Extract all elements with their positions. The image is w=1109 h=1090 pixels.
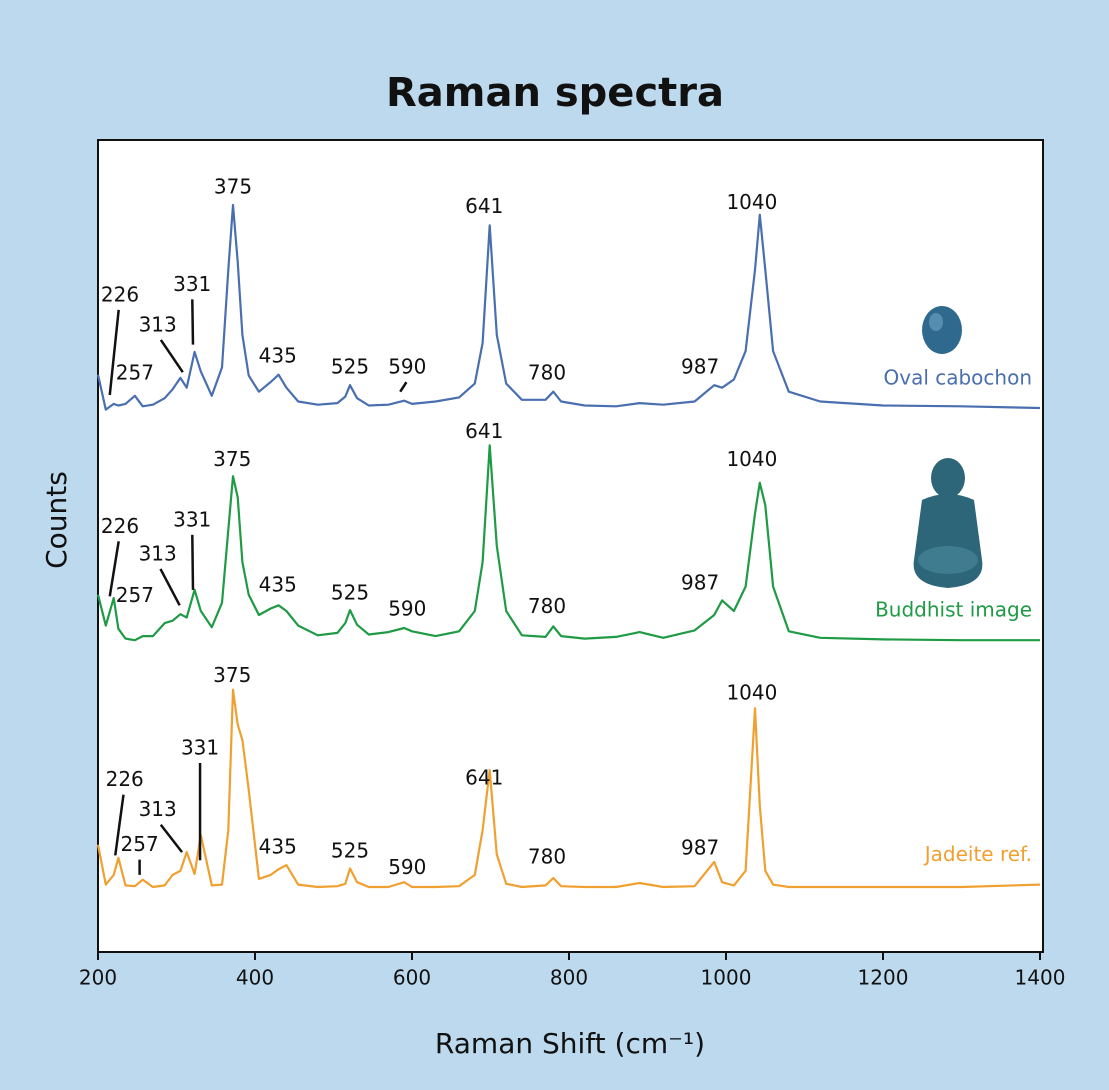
x-tick-label: 600 (393, 966, 431, 990)
x-tick-label: 400 (236, 966, 274, 990)
peak-label: 987 (681, 571, 719, 595)
peak-label: 590 (388, 855, 426, 879)
peak-leader (191, 534, 195, 590)
peak-label: 435 (259, 343, 297, 367)
peak-label: 226 (101, 514, 139, 538)
x-tick-label: 1000 (701, 966, 752, 990)
peak-label: 1040 (726, 447, 777, 471)
peak-label: 313 (139, 541, 177, 565)
cabochon-image (922, 306, 962, 354)
peak-label: 257 (116, 583, 154, 607)
x-tick-label: 1400 (1015, 966, 1066, 990)
peak-label: 1040 (726, 190, 777, 214)
peak-label: 331 (181, 736, 219, 760)
x-tick-label: 200 (79, 966, 117, 990)
peak-label: 641 (465, 419, 503, 443)
peak-label: 525 (331, 839, 369, 863)
plot-area (97, 139, 1044, 953)
series-label: Oval cabochon (883, 365, 1032, 389)
peak-label: 313 (139, 312, 177, 336)
peak-label: 987 (681, 835, 719, 859)
peak-label: 1040 (726, 680, 777, 704)
y-axis-label: Counts (40, 471, 73, 569)
peak-leader (108, 541, 120, 597)
peak-leader (159, 823, 183, 853)
x-axis-label: Raman Shift (cm⁻¹) (435, 1027, 705, 1060)
peak-label: 780 (528, 594, 566, 618)
series-label: Buddhist image (875, 598, 1032, 622)
peak-leader (108, 309, 120, 396)
peak-label: 525 (331, 355, 369, 379)
peak-label: 331 (173, 272, 211, 296)
peak-label: 987 (681, 355, 719, 379)
spectrum-line (96, 203, 1041, 411)
peak-label: 590 (388, 355, 426, 379)
peak-leader (159, 568, 181, 606)
peak-label: 375 (214, 174, 252, 198)
peak-label: 226 (106, 767, 144, 791)
spectrum-line (96, 688, 1041, 889)
peak-label: 780 (528, 360, 566, 384)
buddha-image (913, 458, 983, 588)
peak-leader (191, 299, 195, 345)
peak-label: 525 (331, 580, 369, 604)
peak-label: 780 (528, 844, 566, 868)
peak-leader (114, 794, 125, 856)
peak-label: 313 (139, 797, 177, 821)
peak-label: 641 (465, 766, 503, 790)
x-tick-label: 800 (550, 966, 588, 990)
peak-label: 331 (173, 507, 211, 531)
chart-title: Raman spectra (386, 70, 724, 116)
peak-leader (399, 381, 408, 393)
peak-leader (159, 339, 184, 373)
peak-label: 375 (213, 663, 251, 687)
peak-label: 435 (259, 835, 297, 859)
peak-label: 435 (259, 572, 297, 596)
peak-label: 641 (465, 194, 503, 218)
peak-label: 226 (101, 282, 139, 306)
x-tick-label: 1200 (858, 966, 909, 990)
peak-label: 590 (388, 597, 426, 621)
peak-label: 257 (116, 360, 154, 384)
spectrum-line (96, 444, 1040, 642)
peak-label: 375 (213, 447, 251, 471)
peak-label: 257 (121, 832, 159, 856)
series-label: Jadeite ref. (923, 842, 1032, 866)
cabochon-highlight (929, 313, 943, 331)
